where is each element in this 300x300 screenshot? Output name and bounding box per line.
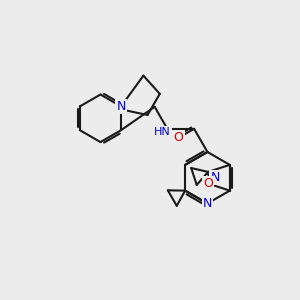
Text: N: N xyxy=(116,100,126,113)
Text: HN: HN xyxy=(154,127,171,137)
Text: N: N xyxy=(210,171,220,184)
Text: O: O xyxy=(203,177,213,190)
Text: N: N xyxy=(203,197,212,210)
Text: O: O xyxy=(174,131,184,144)
